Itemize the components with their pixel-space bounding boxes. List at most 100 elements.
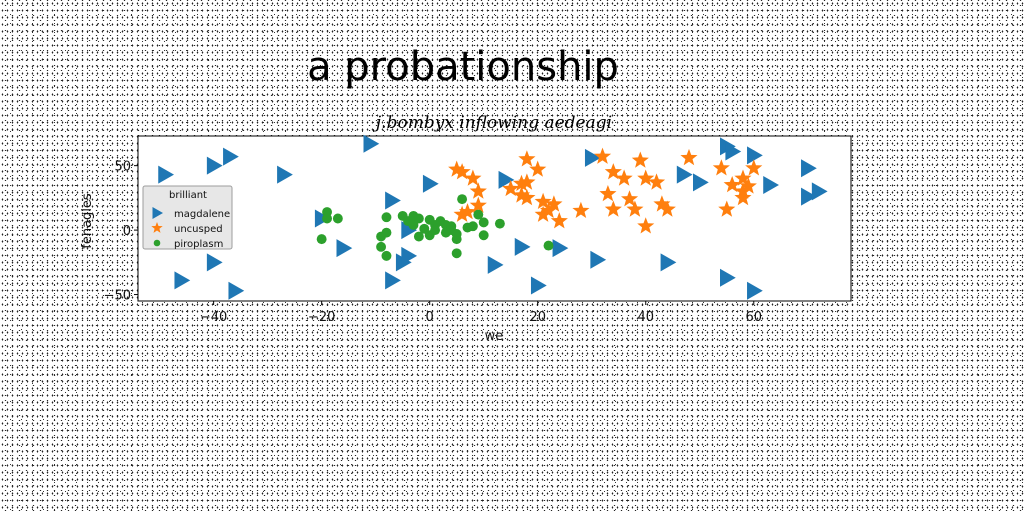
data-point — [316, 234, 327, 245]
legend-entry-magdalene: magdalene — [152, 207, 230, 220]
data-point — [401, 221, 418, 240]
data-point — [322, 213, 333, 224]
x-tick-label: 60 — [745, 310, 762, 325]
series-magdalene — [158, 134, 828, 300]
data-point — [206, 253, 223, 272]
data-point — [801, 159, 817, 178]
data-point — [478, 217, 489, 228]
x-tick-label: 0 — [426, 310, 434, 325]
data-point — [332, 213, 343, 224]
legend-label: uncusped — [174, 224, 223, 235]
chart-title: a probationship — [307, 44, 619, 90]
data-point — [430, 225, 441, 236]
data-point — [660, 253, 677, 272]
data-point — [599, 185, 617, 202]
data-point — [498, 170, 515, 189]
data-point — [550, 212, 568, 229]
x-tick-label: −40 — [200, 310, 227, 325]
data-point — [363, 134, 380, 153]
data-point — [676, 165, 693, 184]
data-point — [693, 173, 709, 192]
data-point — [512, 174, 531, 191]
chart-subtitle: j.bombyx inflowing aedeagi — [372, 113, 612, 133]
legend-title: brilliant — [169, 190, 207, 201]
axis-ticks: −40 −20 0 20 40 60 −50 0 50 — [104, 160, 762, 325]
data-point — [734, 169, 752, 186]
data-point — [413, 231, 424, 242]
legend-marker — [152, 207, 163, 219]
series-piroplasm — [316, 194, 554, 261]
data-point — [464, 169, 482, 186]
y-axis-label: fenagles — [80, 193, 95, 249]
data-point — [534, 192, 552, 209]
data-point — [469, 196, 487, 213]
data-point — [473, 209, 484, 220]
data-point — [723, 176, 741, 193]
data-point — [658, 200, 676, 217]
data-point — [422, 174, 439, 193]
data-point — [457, 194, 468, 205]
data-point — [604, 163, 622, 180]
data-point — [734, 188, 752, 206]
y-tick-label: −50 — [104, 289, 131, 304]
data-point — [590, 250, 607, 269]
data-point — [381, 250, 392, 261]
data-point — [584, 148, 601, 167]
data-point — [228, 281, 245, 300]
data-point — [747, 281, 763, 300]
data-point — [381, 212, 392, 223]
x-tick-label: −20 — [308, 310, 335, 325]
data-point — [637, 217, 655, 234]
data-point — [604, 200, 622, 217]
data-point — [530, 276, 547, 295]
data-point — [518, 188, 536, 206]
data-point — [453, 205, 471, 222]
data-point — [518, 150, 536, 167]
legend-entry-uncusped: uncusped — [151, 222, 223, 235]
data-point — [534, 205, 552, 222]
data-point — [572, 201, 590, 218]
legend: brilliant magdalene uncusped piroplasm — [142, 185, 233, 250]
data-point — [631, 151, 649, 168]
data-point — [725, 142, 742, 161]
x-tick-label: 40 — [637, 310, 654, 325]
data-point — [469, 182, 487, 199]
data-point — [448, 160, 466, 177]
data-point — [621, 190, 639, 207]
data-point — [745, 159, 763, 176]
data-point — [158, 165, 175, 184]
plot-area — [137, 135, 852, 302]
data-point — [385, 271, 401, 290]
data-point — [478, 230, 489, 241]
x-axis-label: we — [485, 329, 504, 344]
data-point — [223, 147, 239, 166]
data-points — [158, 134, 828, 300]
legend-label: piroplasm — [174, 239, 223, 250]
data-point — [467, 221, 478, 232]
data-point — [648, 173, 666, 190]
data-point — [718, 200, 736, 217]
data-point — [512, 186, 531, 203]
y-tick-label: 50 — [114, 160, 131, 175]
data-point — [487, 255, 504, 274]
data-point — [381, 227, 392, 238]
data-point — [376, 241, 387, 252]
data-point — [594, 147, 612, 164]
data-point — [720, 268, 736, 287]
data-point — [413, 213, 424, 224]
data-point — [529, 160, 547, 177]
data-point — [680, 148, 698, 166]
data-point — [494, 218, 505, 229]
data-point — [545, 195, 563, 212]
data-point — [206, 156, 223, 175]
legend-entry-piroplasm: piroplasm — [153, 239, 223, 250]
data-point — [739, 177, 757, 194]
legend-marker — [153, 239, 161, 247]
data-point — [277, 165, 293, 184]
legend-label: magdalene — [174, 209, 230, 220]
data-point — [174, 271, 191, 290]
data-point — [552, 239, 569, 258]
data-point — [626, 200, 644, 217]
data-point — [458, 203, 477, 220]
series-uncusped — [448, 147, 763, 234]
